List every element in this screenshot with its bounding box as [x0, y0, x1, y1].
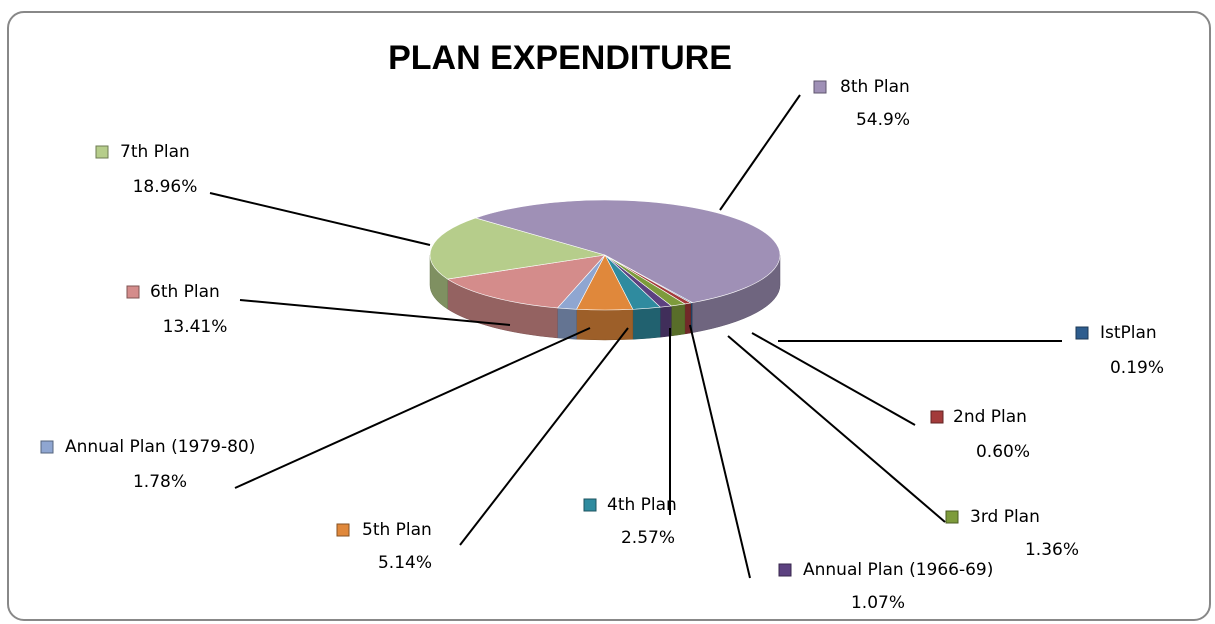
value-label: 1.07%	[851, 593, 905, 613]
value-label: 2.57%	[621, 528, 675, 548]
slice	[446, 254, 606, 309]
value-label: 5.14%	[378, 553, 432, 573]
category-label: 7th Plan	[120, 142, 190, 162]
leader-line	[209, 192, 431, 246]
category-label: 4th Plan	[607, 495, 677, 515]
chart-title: PLAN EXPENDITURE	[388, 39, 732, 77]
value-label: 13.41%	[163, 317, 228, 337]
legend-swatch	[1075, 326, 1089, 340]
slice	[474, 199, 781, 303]
category-label: 5th Plan	[362, 520, 432, 540]
slice-side	[684, 302, 691, 335]
value-label: 18.96%	[133, 177, 198, 197]
category-label: 3rd Plan	[970, 507, 1040, 527]
slice-side	[632, 306, 661, 340]
slice-side	[576, 309, 634, 341]
leader-line	[239, 299, 511, 326]
value-label: 0.60%	[976, 442, 1030, 462]
category-label: 2nd Plan	[953, 407, 1027, 427]
legend-swatch	[40, 440, 54, 454]
category-label: Annual Plan (1979-80)	[65, 437, 255, 457]
legend-swatch	[778, 563, 792, 577]
leader-line	[234, 327, 591, 489]
legend-swatch	[930, 410, 944, 424]
value-label: 54.9%	[856, 110, 910, 130]
legend-swatch	[126, 285, 140, 299]
leader-line	[727, 335, 946, 523]
value-label: 1.78%	[133, 472, 187, 492]
slice-side	[671, 303, 686, 337]
leader-line	[689, 324, 751, 579]
value-label: 1.36%	[1025, 540, 1079, 560]
legend-swatch	[813, 80, 827, 94]
category-label: 8th Plan	[840, 77, 910, 97]
legend-swatch	[95, 145, 109, 159]
category-label: 6th Plan	[150, 282, 220, 302]
category-label: IstPlan	[1100, 323, 1157, 343]
slice	[429, 217, 606, 280]
legend-swatch	[945, 510, 959, 524]
leader-line	[719, 94, 801, 211]
legend-swatch	[336, 523, 350, 537]
legend-swatch	[583, 498, 597, 512]
leader-line	[751, 332, 916, 426]
value-label: 0.19%	[1110, 358, 1164, 378]
category-label: Annual Plan (1966-69)	[803, 560, 993, 580]
leader-line	[459, 327, 629, 546]
